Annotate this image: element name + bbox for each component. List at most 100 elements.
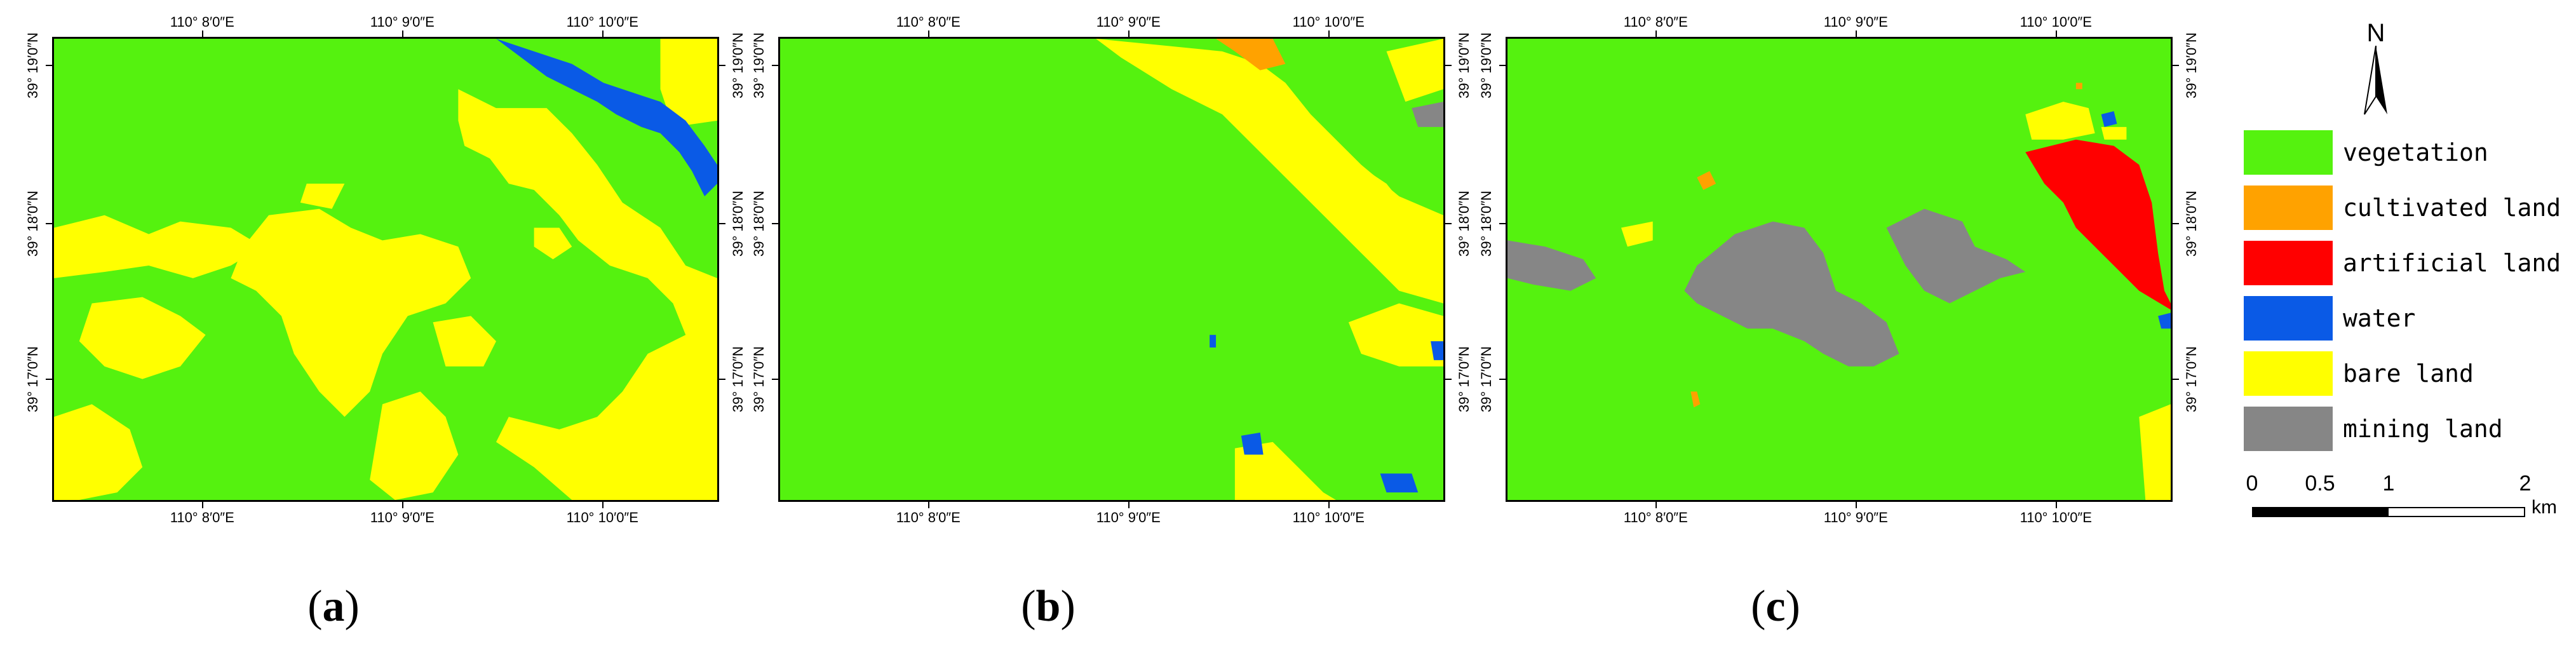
tick-mark [2173,379,2179,381]
tick-label-top: 110° 10′0″E [1292,14,1365,30]
legend-label-cultivated-land: cultivated land [2343,194,2561,222]
tick-mark [772,379,778,381]
scale-label: 0 [2246,471,2258,496]
legend-label-bare-land: bare land [2343,360,2474,388]
tick-mark [719,222,725,224]
legend-swatch-artificial-land [2244,241,2333,285]
legend-swatch-mining-land [2244,407,2333,451]
bare-land-areas [1096,39,1443,500]
tick-label-left: 39° 18′0″N [25,190,41,257]
mining-land-areas [1412,102,1443,127]
tick-label-bottom: 110° 8′0″E [1623,510,1688,525]
scale-bar [2252,507,2525,517]
scale-label: 1 [2382,471,2395,496]
bare-land-areas [1621,102,2171,500]
tick-mark [2056,502,2058,508]
water-areas [1210,335,1443,493]
tick-label-bottom: 110° 10′0″E [1292,510,1365,525]
tick-mark [402,30,404,37]
north-arrow-icon [2364,45,2387,115]
water-areas [2101,111,2171,329]
tick-label-bottom: 110° 8′0″E [896,510,961,525]
tick-label-right: 39° 17′0″N [2183,346,2199,412]
cultivated-land-areas [1216,39,1286,71]
legend-label-vegetation: vegetation [2343,138,2488,166]
tick-mark [719,379,725,381]
tick-mark [1856,502,1858,508]
bare-land-areas [54,39,717,500]
tick-mark [719,64,725,66]
legend-swatch-vegetation [2244,130,2333,175]
tick-mark [1656,502,1657,508]
tick-label-left: 39° 19′0″N [1478,32,1494,98]
mining-land-areas [1507,208,2026,367]
north-arrow: N [2363,20,2389,119]
tick-label-bottom: 110° 8′0″E [170,510,234,525]
tick-label-top: 110° 10′0″E [2020,14,2092,30]
tick-mark [1499,379,1506,381]
tick-mark [202,30,204,37]
legend-label-artificial-land: artificial land [2343,249,2561,277]
tick-label-bottom: 110° 10′0″E [566,510,638,525]
tick-mark [1328,502,1330,508]
cultivated-land-areas [1690,83,2082,408]
tick-label-bottom: 110° 10′0″E [2020,510,2092,525]
tick-mark [2173,222,2179,224]
panel-label-a: (a) [307,582,360,631]
tick-mark [1656,30,1657,37]
tick-label-left: 39° 19′0″N [751,32,767,98]
tick-mark [46,222,52,224]
tick-label-top: 110° 8′0″E [1623,14,1688,30]
tick-mark [1856,30,1858,37]
tick-label-left: 39° 17′0″N [25,346,41,412]
legend-label-mining-land: mining land [2343,415,2503,443]
tick-mark [1445,222,1452,224]
legend-swatch-water [2244,296,2333,341]
scale-unit: km [2532,497,2557,518]
tick-label-top: 110° 9′0″E [1823,14,1888,30]
tick-label-top: 110° 8′0″E [170,14,234,30]
tick-mark [928,502,930,508]
water-areas [496,39,717,196]
tick-label-right: 39° 19′0″N [1456,32,1472,98]
map-panel-a [52,37,719,502]
artificial-land-areas [2025,139,2171,310]
tick-label-right: 39° 18′0″N [2183,190,2199,257]
tick-label-bottom: 110° 9′0″E [1823,510,1888,525]
tick-label-right: 39° 18′0″N [1456,190,1472,257]
tick-label-right: 39° 17′0″N [1456,346,1472,412]
tick-label-right: 39° 18′0″N [730,190,746,257]
legend-swatch-bare-land [2244,351,2333,396]
tick-mark [928,30,930,37]
tick-mark [1445,64,1452,66]
tick-label-left: 39° 17′0″N [1478,346,1494,412]
legend-label-water: water [2343,304,2416,332]
tick-mark [46,64,52,66]
tick-label-right: 39° 19′0″N [730,32,746,98]
tick-mark [1128,30,1130,37]
tick-label-top: 110° 9′0″E [370,14,435,30]
scale-label: 0.5 [2305,471,2335,496]
tick-mark [402,502,404,508]
tick-mark [46,379,52,381]
tick-label-top: 110° 10′0″E [566,14,638,30]
tick-mark [1128,502,1130,508]
map-panel-b [778,37,1445,502]
tick-label-left: 39° 17′0″N [751,346,767,412]
panel-label-c: (c) [1751,582,1800,631]
tick-mark [772,222,778,224]
tick-mark [772,64,778,66]
tick-mark [2173,64,2179,66]
map-panel-c [1506,37,2173,502]
tick-label-left: 39° 18′0″N [751,190,767,257]
tick-mark [1499,222,1506,224]
vegetation-area [780,39,1443,500]
tick-label-right: 39° 17′0″N [730,346,746,412]
tick-label-right: 39° 19′0″N [2183,32,2199,98]
tick-mark [602,502,604,508]
tick-label-bottom: 110° 9′0″E [370,510,435,525]
tick-label-top: 110° 8′0″E [896,14,961,30]
tick-mark [602,30,604,37]
tick-mark [1328,30,1330,37]
tick-mark [202,502,204,508]
